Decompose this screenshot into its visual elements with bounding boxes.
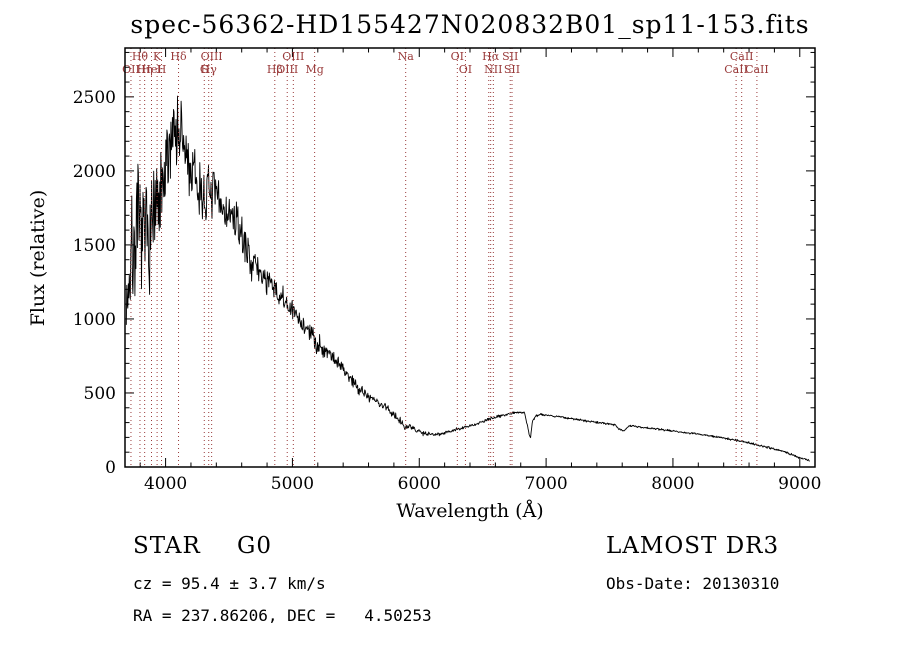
line-marker-label: HeI (141, 63, 161, 76)
y-tick-label: 1000 (73, 310, 116, 330)
line-marker-label: OI (459, 63, 472, 76)
line-marker-label: CaII (730, 50, 754, 63)
spectrum-trace (125, 95, 810, 462)
class-label: STAR (133, 533, 201, 559)
y-tick-label: 500 (84, 384, 116, 404)
y-tick-label: 0 (105, 458, 116, 478)
line-marker-label: OII (122, 63, 140, 76)
line-marker-label: Hα (482, 50, 500, 63)
line-marker-label: NII (484, 63, 502, 76)
line-marker-label: OIII (201, 50, 223, 63)
line-marker-label: OIII (282, 50, 304, 63)
line-marker-label: CaII (724, 63, 748, 76)
x-axis-label: Wavelength (Å) (396, 500, 543, 522)
x-tick-label: 6000 (398, 474, 441, 494)
line-marker-label: Hη (137, 63, 153, 76)
line-marker-label: H (157, 63, 167, 76)
obs-date: Obs-Date: 20130310 (606, 574, 779, 593)
y-axis-label: Flux (relative) (27, 190, 49, 327)
subclass-label: G0 (237, 533, 272, 559)
line-marker-label: Hγ (201, 63, 218, 76)
line-marker-label: SII (502, 50, 518, 63)
line-marker-label: OIII (276, 63, 298, 76)
survey-label: LAMOST DR3 (606, 533, 779, 559)
y-tick-label: 2000 (73, 162, 116, 182)
line-marker-label: Mg (305, 63, 323, 76)
plot-title: spec-56362-HD155427N020832B01_sp11-153.f… (130, 10, 809, 39)
x-tick-label: 7000 (524, 474, 567, 494)
line-marker-label: Hθ (132, 50, 149, 63)
x-tick-label: 8000 (651, 474, 694, 494)
line-marker-label: SII (504, 63, 520, 76)
line-marker-label: OI (451, 50, 464, 63)
x-tick-label: 4000 (144, 474, 187, 494)
line-marker-label: Hδ (170, 50, 187, 63)
line-marker-label: Hβ (267, 63, 283, 76)
y-tick-label: 1500 (73, 236, 116, 256)
x-tick-label: 5000 (271, 474, 314, 494)
cz-value: cz = 95.4 ± 3.7 km/s (133, 574, 326, 593)
line-marker-label: CaII (745, 63, 769, 76)
y-tick-label: 2500 (73, 88, 116, 108)
x-tick-label: 9000 (778, 474, 821, 494)
ra-dec-value: RA = 237.86206, DEC = 4.50253 (133, 606, 432, 625)
axis-ticks: 4000 5000 6000 7000 8000 9000 0 500 1000 1500 2000… (73, 48, 821, 494)
line-marker-label: G (200, 63, 209, 76)
flux-curve (125, 95, 810, 462)
line-marker-label: K (153, 50, 162, 63)
line-marker-label: Na (398, 50, 415, 63)
plot-frame (124, 47, 816, 468)
